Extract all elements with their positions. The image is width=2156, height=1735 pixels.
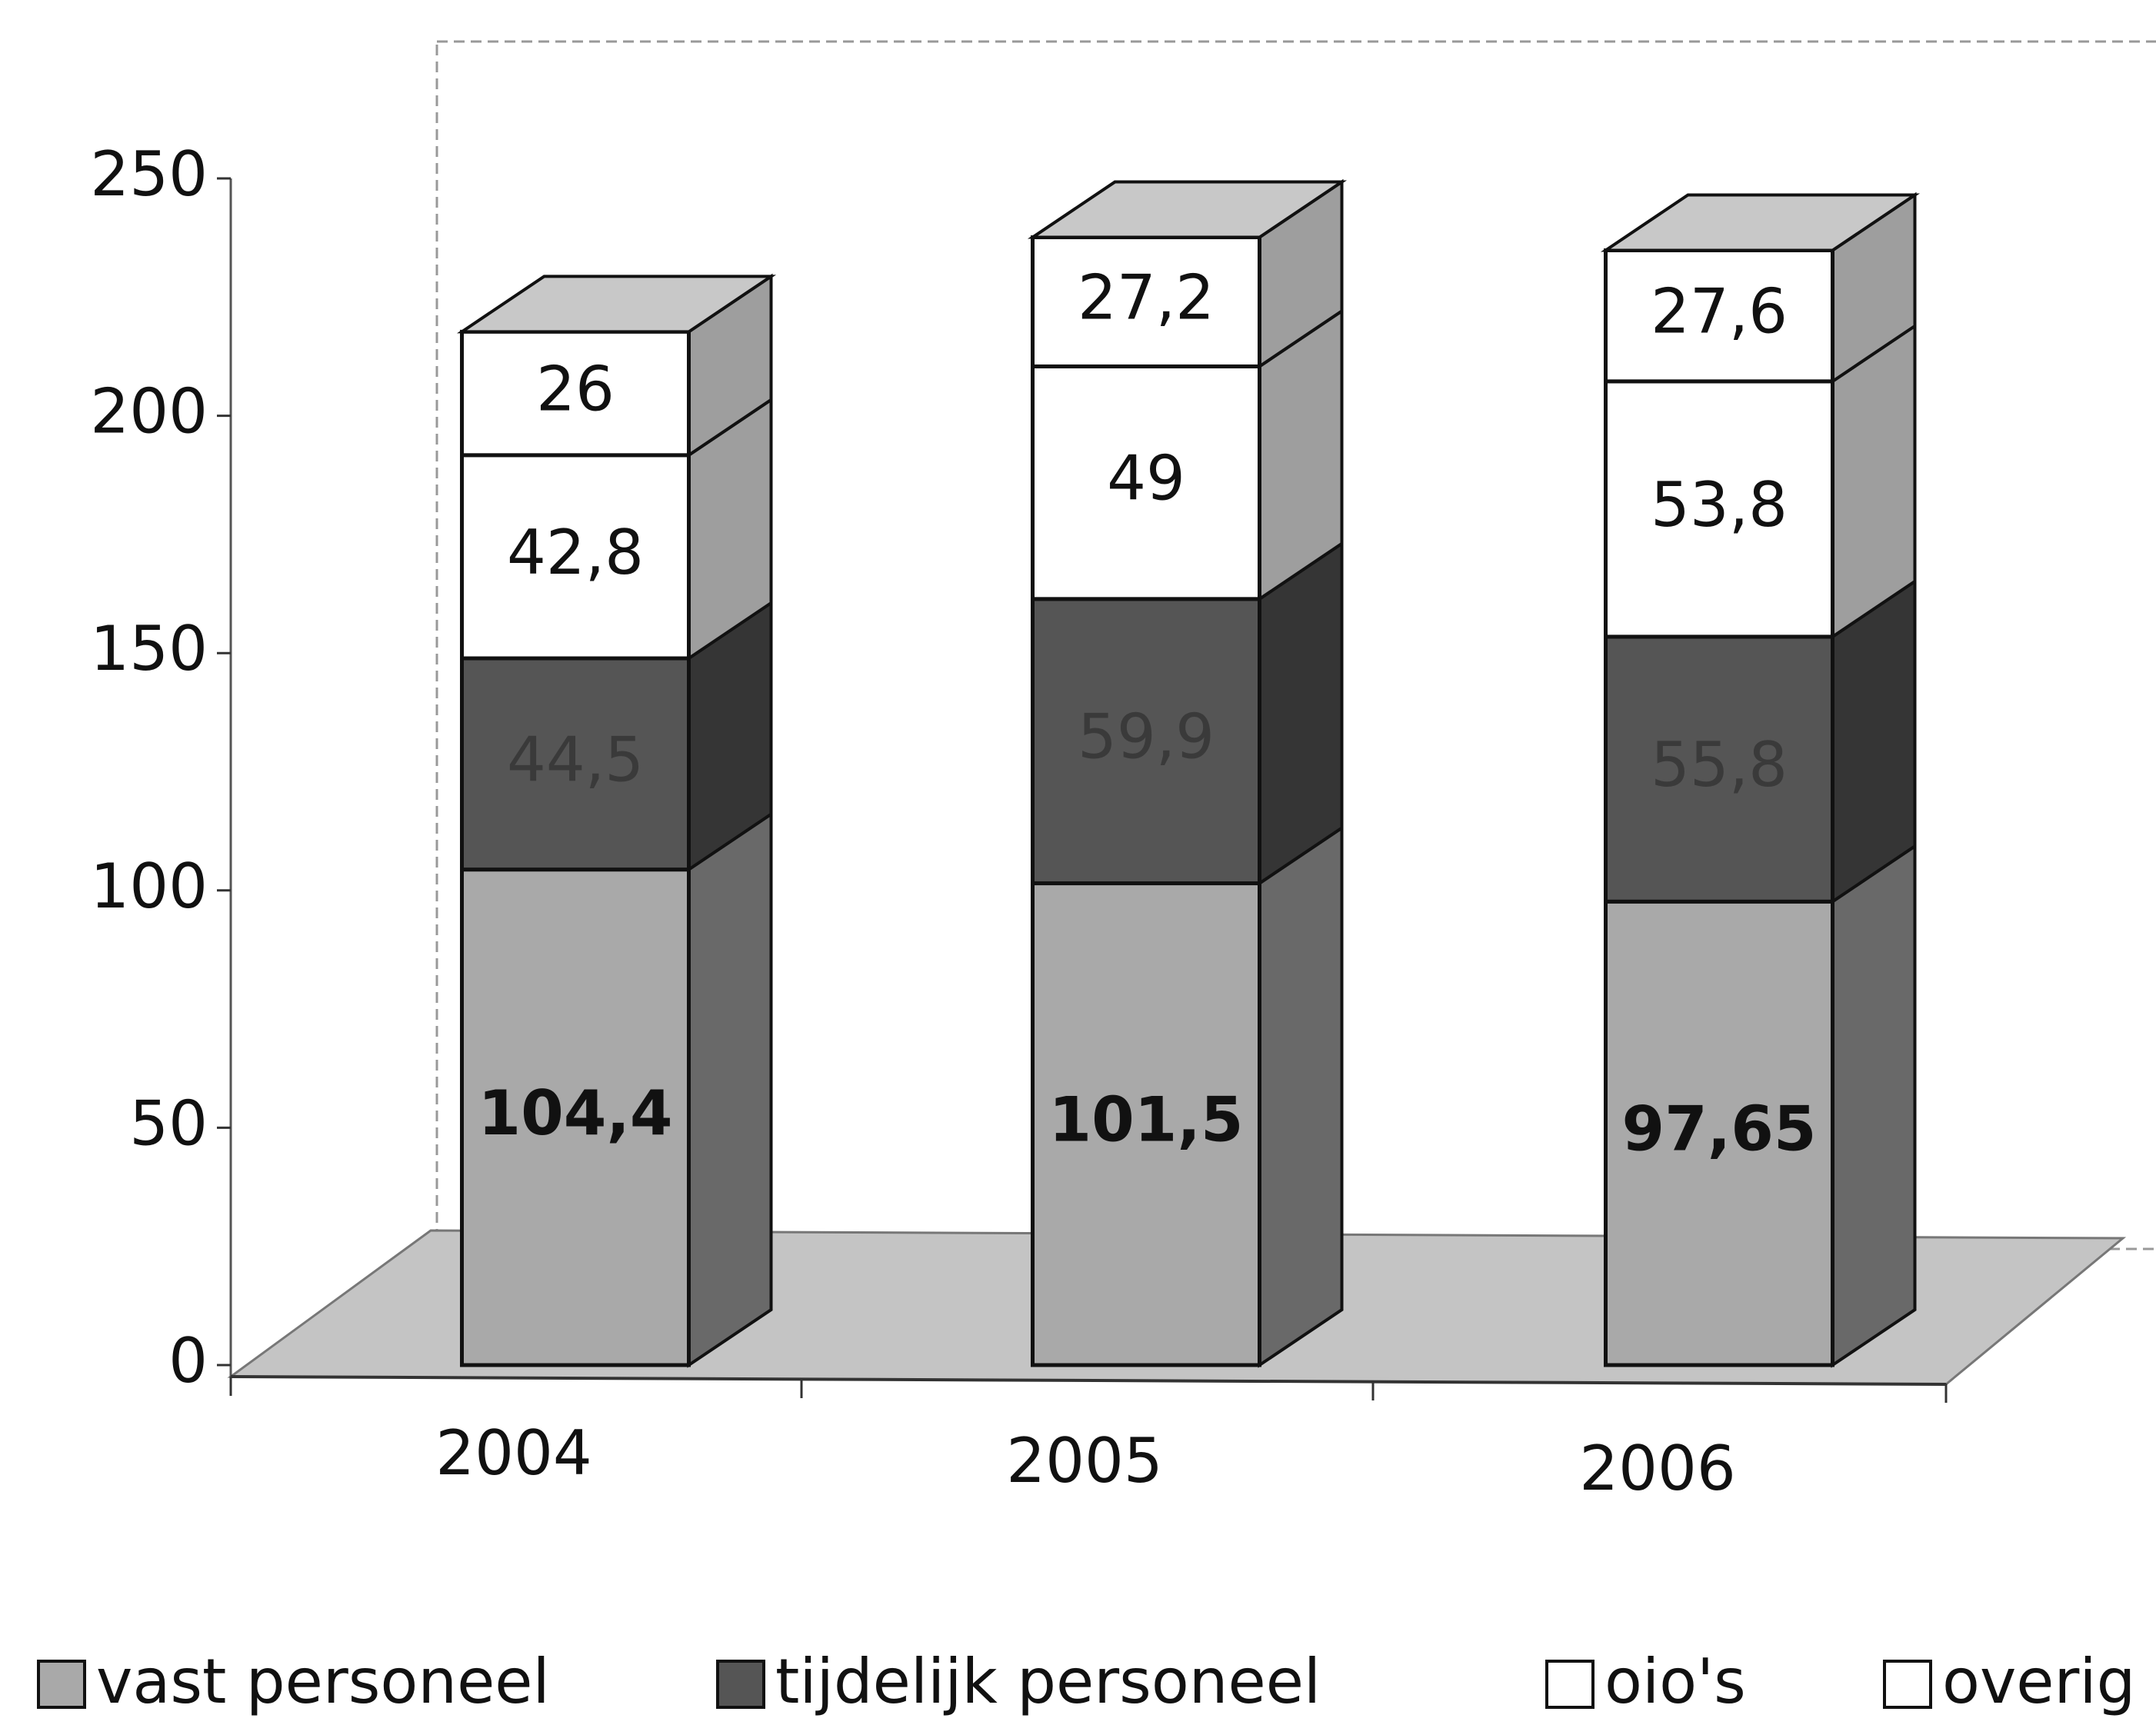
bar [1031,597,1261,886]
bar [460,453,691,661]
bar [1031,364,1261,601]
bar [460,868,691,1367]
legend-swatch [1545,1660,1595,1709]
data-label: 27,6 [1651,276,1788,348]
x-tick-label: 2004 [435,1417,592,1489]
bar [460,656,691,872]
data-label: 55,8 [1651,729,1788,801]
legend-swatch [37,1660,86,1709]
x-tick-label: 2006 [1579,1433,1736,1504]
bar-side [687,811,773,1368]
bar-top [1600,193,1921,252]
x-axis [230,1375,1947,1386]
data-label: 59,9 [1078,701,1215,773]
data-label: 97,65 [1621,1094,1816,1165]
bar [460,329,691,458]
data-label: 104,4 [478,1077,672,1149]
legend-label: overig [1942,1646,2135,1717]
legend-swatch [1883,1660,1932,1709]
bar-side [1258,824,1344,1368]
bar-top [456,275,777,334]
y-tick-label: 100 [90,851,208,922]
y-tick-label: 0 [168,1325,208,1397]
bar-side [1831,843,1917,1368]
bar-side [1258,541,1344,887]
y-tick-label: 200 [90,376,208,448]
data-label: 101,5 [1048,1084,1243,1156]
bar [1604,634,1834,904]
data-label: 49 [1107,443,1185,515]
legend-swatch [716,1660,765,1709]
y-tick-label: 50 [129,1087,208,1159]
data-label: 26 [536,354,615,425]
data-label: 27,2 [1078,261,1215,333]
bar [1604,899,1834,1367]
legend-label: oio's [1605,1646,1746,1717]
legend-label: vast personeel [96,1646,550,1717]
bar [1604,248,1834,384]
y-tick-label: 250 [90,138,208,210]
bar-top [1027,180,1348,239]
legend-label: tijdelijk personeel [775,1646,1321,1717]
bar [1604,379,1834,639]
bar [1031,881,1261,1367]
y-tick-label: 150 [90,613,208,684]
data-label: 53,8 [1651,469,1788,541]
data-label: 44,5 [507,724,644,795]
data-label: 42,8 [507,517,644,588]
x-tick-label: 2005 [1006,1425,1163,1497]
